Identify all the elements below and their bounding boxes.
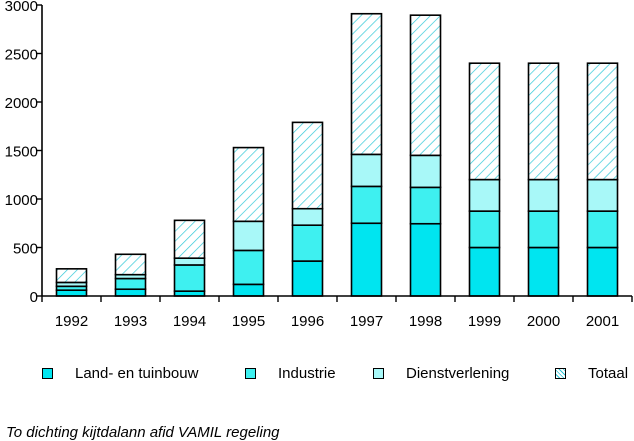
bar-1992-series-3	[55, 268, 88, 284]
bar-1992-series-0	[55, 289, 88, 297]
bar-1997-series-3	[350, 12, 383, 156]
x-tick-label-1995: 1995	[232, 313, 265, 330]
legend-label-land: Land- en tuinbouw	[75, 364, 199, 382]
bar-1998-series-3	[409, 14, 442, 157]
bar-1993-series-0	[114, 288, 147, 297]
legend-label-industrie: Industrie	[278, 364, 336, 382]
x-tick-label-1996: 1996	[291, 313, 324, 330]
bar-2000-series-2	[527, 178, 560, 212]
bar-1996-series-3	[291, 121, 324, 210]
x-tick-label-1993: 1993	[114, 313, 147, 330]
y-tick-label-500: 500	[13, 241, 38, 258]
bar-2000-series-0	[527, 246, 560, 297]
y-tick-label-1500: 1500	[5, 144, 38, 161]
y-tick-label-0: 0	[30, 289, 38, 306]
y-tick-label-3000: 3000	[5, 0, 38, 15]
legend-item-land: Land- en tuinbouw	[42, 362, 198, 384]
bar-2000-series-3	[527, 62, 560, 181]
bar-1995-series-1	[232, 249, 265, 286]
bar-1993-series-3	[114, 253, 147, 276]
bar-1999-series-0	[468, 246, 501, 297]
bar-1998-series-2	[409, 154, 442, 189]
x-tick-labels: 1992 1993 1994 1995 1996 1997 1998 1999 2000 2001	[55, 313, 619, 330]
x-tick-label-1998: 1998	[409, 313, 442, 330]
bar-2000-series-1	[527, 210, 560, 249]
bar-1995-series-0	[232, 283, 265, 297]
legend-label-totaal: Totaal	[588, 364, 629, 382]
legend-item-industrie: Industrie	[245, 362, 336, 384]
bar-2001-series-2	[586, 178, 619, 212]
legend-swatch-dienstverlening	[373, 367, 384, 379]
x-tick-label-2000: 2000	[527, 313, 560, 330]
x-tick-label-1992: 1992	[55, 313, 88, 330]
legend-label-dienstverlening: Dienstverlening	[406, 364, 510, 382]
legend-swatch-land	[42, 367, 53, 379]
x-tick-label-2001: 2001	[586, 313, 619, 330]
bar-1999-series-1	[468, 210, 501, 249]
axes-group	[37, 4, 633, 302]
bar-1996-series-1	[291, 224, 324, 262]
y-tick-label-1000: 1000	[5, 192, 38, 209]
bar-1995-series-3	[232, 146, 265, 223]
bar-1997-series-0	[350, 222, 383, 297]
y-tick-label-2500: 2500	[5, 47, 38, 64]
x-tick-label-1994: 1994	[173, 313, 206, 330]
bar-1996-series-2	[291, 207, 324, 226]
y-tick-labels: 0 500 1000 1500 2000 2500 3000	[5, 0, 38, 306]
bar-2001-series-0	[586, 246, 619, 297]
bar-2001-series-1	[586, 210, 619, 249]
bar-1998-series-0	[409, 222, 442, 297]
bars-group	[55, 12, 619, 297]
bar-1995-series-2	[232, 220, 265, 252]
legend: Land- en tuinbouw Industrie Dienstverlen…	[0, 362, 634, 384]
bar-2001-series-3	[586, 62, 619, 181]
bar-1996-series-0	[291, 260, 324, 297]
bar-1994-series-3	[173, 219, 206, 259]
bar-1994-series-2	[173, 257, 206, 266]
legend-item-totaal: Totaal	[555, 362, 628, 384]
bar-1999-series-3	[468, 62, 501, 181]
bar-1993-series-1	[114, 277, 147, 291]
x-tick-label-1997: 1997	[350, 313, 383, 330]
legend-item-dienstverlening: Dienstverlening	[373, 362, 509, 384]
y-tick-label-2000: 2000	[5, 95, 38, 112]
bar-1999-series-2	[468, 178, 501, 212]
bar-1994-series-1	[173, 264, 206, 292]
bar-1997-series-1	[350, 185, 383, 225]
x-tick-label-1999: 1999	[468, 313, 501, 330]
bar-1998-series-1	[409, 186, 442, 225]
legend-swatch-totaal	[555, 367, 566, 379]
bar-1997-series-2	[350, 153, 383, 188]
legend-swatch-industrie	[245, 367, 256, 379]
